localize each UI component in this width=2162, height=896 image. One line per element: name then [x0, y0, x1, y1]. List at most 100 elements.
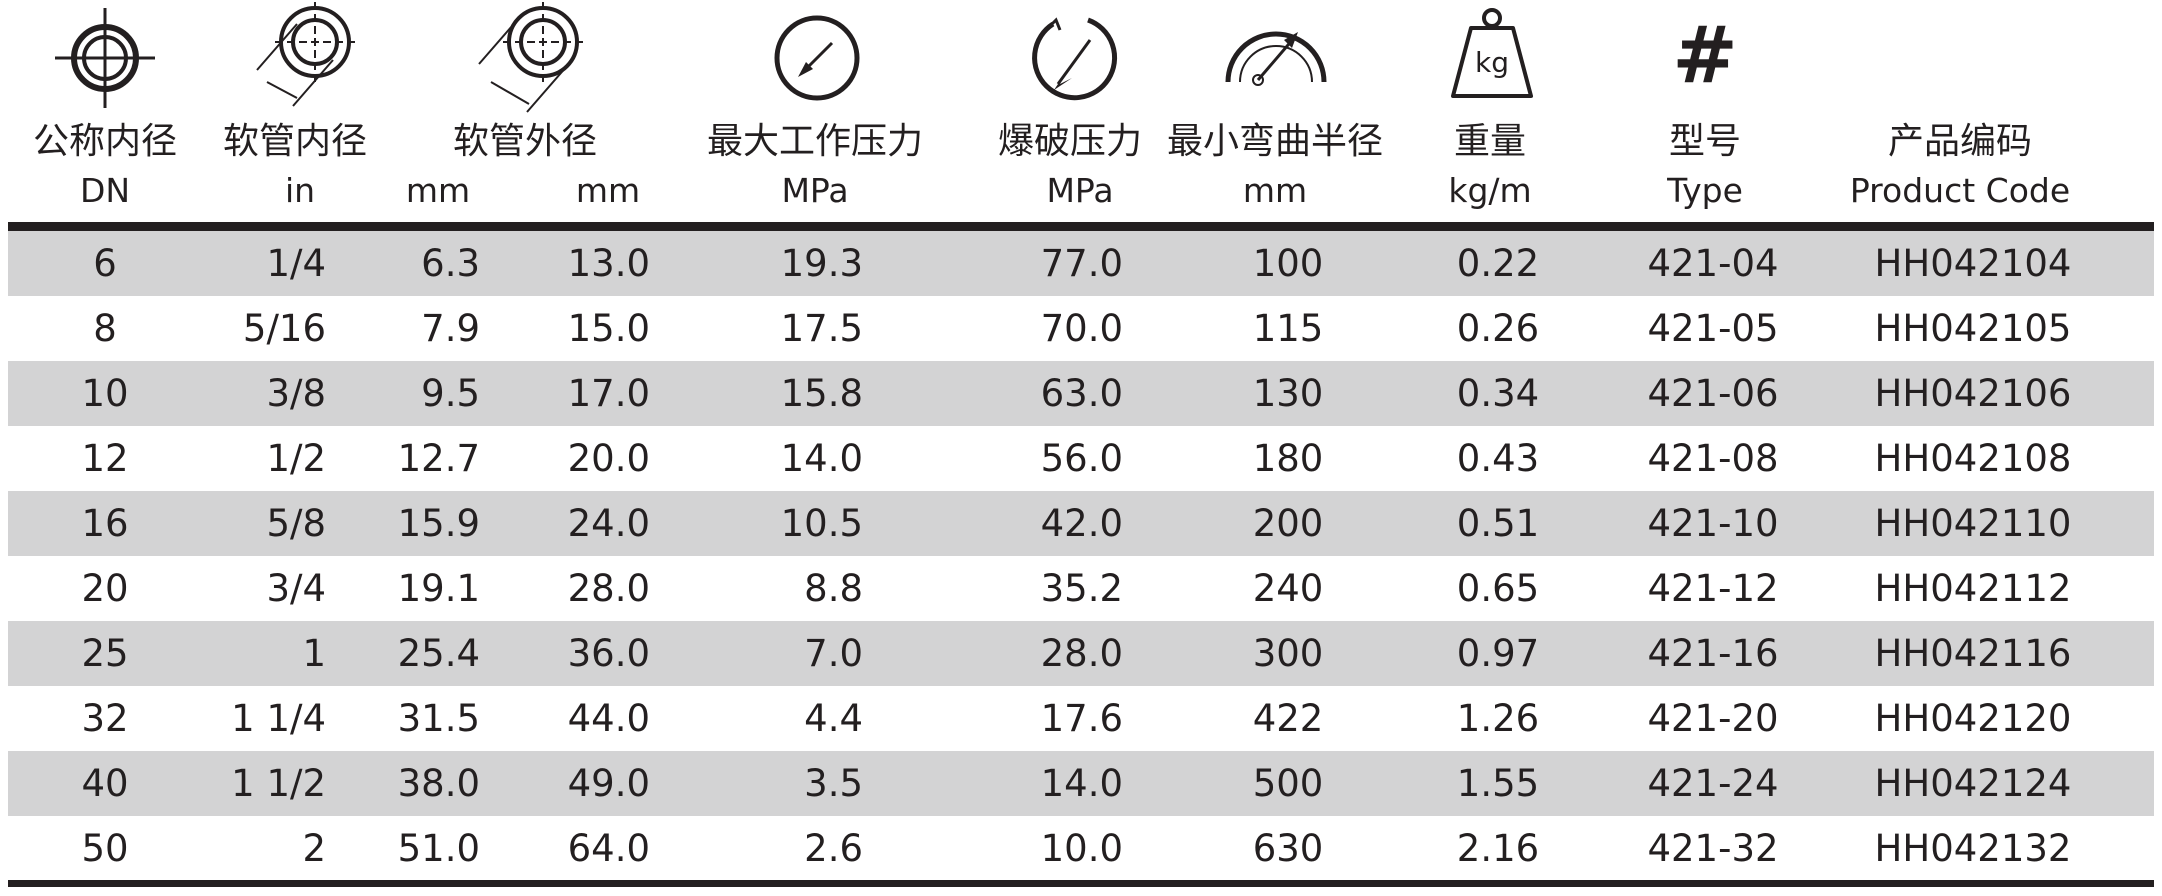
- header-max-working-pressure: 最大工作压力: [706, 121, 923, 162]
- header-hose-id-in: in: [284, 171, 316, 210]
- cell-max-working-pressure: 14.0: [780, 437, 863, 480]
- cell-hose-id-in: 5/8: [266, 502, 326, 545]
- cell-burst-pressure: 63.0: [1040, 372, 1123, 415]
- cell-weight: 0.51: [1456, 502, 1540, 545]
- cell-product-code: HH042105: [1874, 307, 2072, 350]
- cell-hose-od-mm: 17.0: [567, 372, 650, 415]
- cell-hose-id-in: 2: [302, 827, 326, 870]
- table-top-rule: [8, 222, 2154, 231]
- cell-weight: 2.16: [1456, 827, 1540, 870]
- cell-type: 421-04: [1647, 242, 1779, 285]
- cell-type: 421-32: [1647, 827, 1779, 870]
- header-weight-unit: kg/m: [1448, 171, 1532, 210]
- cell-type: 421-05: [1647, 307, 1779, 350]
- cell-hose-od-mm: 28.0: [567, 567, 650, 610]
- cell-burst-pressure: 70.0: [1040, 307, 1123, 350]
- cell-max-working-pressure: 19.3: [780, 242, 863, 285]
- cell-hose-id-in: 5/16: [242, 307, 326, 350]
- cell-dn: 12: [81, 437, 129, 480]
- table-row: 8 5/16 7.9 15.0 17.5 70.0 115 0.26 421-05 HH04210…: [8, 296, 2154, 361]
- cell-weight: 0.43: [1456, 437, 1540, 480]
- cell-hose-id-mm: 31.5: [397, 697, 480, 740]
- cell-burst-pressure: 14.0: [1040, 762, 1123, 805]
- table-row: 12 1/2 12.7 20.0 14.0 56.0 180 0.43 421-08 HH0421…: [8, 426, 2154, 491]
- cell-burst-pressure: 42.0: [1040, 502, 1123, 545]
- cell-product-code: HH042112: [1874, 567, 2072, 610]
- cell-hose-id-in: 1 1/2: [231, 762, 326, 805]
- hose-outer-diameter-icon: [475, 0, 585, 120]
- cell-hose-od-mm: 13.0: [567, 242, 650, 285]
- cell-product-code: HH042110: [1874, 502, 2072, 545]
- cell-hose-id-in: 1: [302, 632, 326, 675]
- header-hose-id-mm: mm: [405, 171, 471, 210]
- cell-dn: 32: [81, 697, 129, 740]
- cell-max-working-pressure: 4.4: [804, 697, 863, 740]
- cell-product-code: HH042104: [1874, 242, 2072, 285]
- header-weight: 重量: [1453, 121, 1526, 162]
- table-row: 20 3/4 19.1 28.0 8.8 35.2 240 0.65 421-12 HH04211…: [8, 556, 2154, 621]
- cell-min-bend-radius: 200: [1252, 502, 1324, 545]
- cell-hose-id-mm: 6.3: [421, 242, 480, 285]
- cell-hose-id-mm: 38.0: [397, 762, 480, 805]
- cell-hose-id-mm: 25.4: [397, 632, 480, 675]
- cell-type: 421-10: [1647, 502, 1779, 545]
- cell-dn: 8: [93, 307, 117, 350]
- cell-dn: 25: [81, 632, 129, 675]
- cell-product-code: HH042124: [1874, 762, 2072, 805]
- cell-burst-pressure: 77.0: [1040, 242, 1123, 285]
- cell-hose-od-mm: 49.0: [567, 762, 650, 805]
- header-hose-id: 软管内径: [222, 121, 367, 162]
- header-type: 型号: [1668, 121, 1741, 162]
- cell-hose-id-mm: 9.5: [421, 372, 480, 415]
- cell-max-working-pressure: 15.8: [780, 372, 863, 415]
- cell-max-working-pressure: 17.5: [780, 307, 863, 350]
- cell-hose-id-mm: 12.7: [397, 437, 480, 480]
- header-burst-pressure: 爆破压力: [997, 121, 1142, 162]
- header-dn-unit: DN: [79, 171, 131, 210]
- header-product-code: 产品编码: [1887, 121, 2032, 162]
- cell-product-code: HH042116: [1874, 632, 2072, 675]
- cell-type: 421-06: [1647, 372, 1779, 415]
- cell-hose-id-mm: 51.0: [397, 827, 480, 870]
- cell-dn: 50: [81, 827, 129, 870]
- cell-burst-pressure: 35.2: [1040, 567, 1123, 610]
- header-product-code-unit: Product Code: [1849, 171, 2071, 210]
- table-row: 50 2 51.0 64.0 2.6 10.0 630 2.16 421-32 HH042132: [8, 816, 2154, 881]
- cell-dn: 16: [81, 502, 129, 545]
- cell-burst-pressure: 17.6: [1040, 697, 1123, 740]
- bend-radius-icon: [1220, 0, 1330, 120]
- cell-product-code: HH042120: [1874, 697, 2072, 740]
- cell-hose-id-mm: 15.9: [397, 502, 480, 545]
- cell-product-code: HH042108: [1874, 437, 2072, 480]
- cell-max-working-pressure: 7.0: [804, 632, 863, 675]
- cell-hose-od-mm: 15.0: [567, 307, 650, 350]
- cell-weight: 0.97: [1456, 632, 1540, 675]
- cell-weight: 0.26: [1456, 307, 1540, 350]
- cell-hose-od-mm: 64.0: [567, 827, 650, 870]
- cell-dn: 20: [81, 567, 129, 610]
- cell-hose-id-mm: 7.9: [421, 307, 480, 350]
- weight-icon-label: kg: [1475, 46, 1509, 79]
- cell-hose-id-in: 1 1/4: [231, 697, 326, 740]
- cell-min-bend-radius: 500: [1252, 762, 1324, 805]
- hose-inner-diameter-icon: [245, 0, 355, 120]
- cell-type: 421-20: [1647, 697, 1779, 740]
- cell-min-bend-radius: 130: [1252, 372, 1324, 415]
- cell-weight: 1.26: [1456, 697, 1540, 740]
- table-row: 16 5/8 15.9 24.0 10.5 42.0 200 0.51 421-10 HH0421…: [8, 491, 2154, 556]
- header-hose-od-unit: mm: [575, 171, 641, 210]
- cell-min-bend-radius: 115: [1252, 307, 1324, 350]
- cell-hose-od-mm: 20.0: [567, 437, 650, 480]
- cell-burst-pressure: 28.0: [1040, 632, 1123, 675]
- cell-weight: 0.22: [1456, 242, 1540, 285]
- header-hose-od: 软管外径: [452, 121, 597, 162]
- cell-weight: 1.55: [1456, 762, 1540, 805]
- header-dn: 公称内径: [32, 121, 177, 162]
- cell-hose-id-in: 1/4: [266, 242, 326, 285]
- header-max-working-pressure-unit: MPa: [781, 171, 849, 210]
- cell-hose-od-mm: 44.0: [567, 697, 650, 740]
- cell-hose-id-in: 3/8: [266, 372, 326, 415]
- cell-min-bend-radius: 630: [1252, 827, 1324, 870]
- table-row: 10 3/8 9.5 17.0 15.8 63.0 130 0.34 421-06 HH04210…: [8, 361, 2154, 426]
- cell-max-working-pressure: 10.5: [780, 502, 863, 545]
